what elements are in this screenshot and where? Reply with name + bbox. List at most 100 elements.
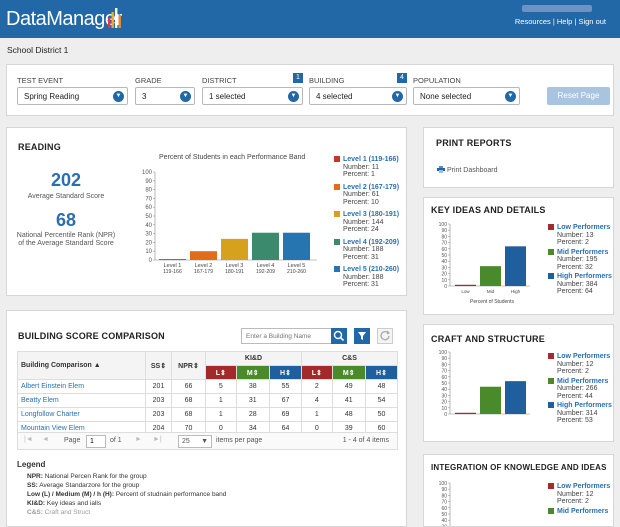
y-tick-label: 50 bbox=[441, 381, 447, 387]
legend-line: KI&D: Key ideas and ialls bbox=[27, 500, 102, 507]
page-size-select[interactable]: 25 ▼ bbox=[178, 435, 212, 448]
legend-swatch bbox=[334, 266, 340, 272]
column-header-npr[interactable]: NPR⇕ bbox=[171, 351, 206, 380]
building-search-input[interactable] bbox=[241, 328, 332, 344]
cs-low-cell: 1 bbox=[300, 407, 333, 422]
grade-select[interactable]: 3 ▼ bbox=[135, 87, 195, 105]
column-group-cs: C&S bbox=[300, 351, 399, 366]
building-select[interactable]: 4 selected ▼ bbox=[309, 87, 407, 105]
test-event-select[interactable]: Spring Reading ▼ bbox=[17, 87, 128, 105]
logo-bars-icon bbox=[108, 8, 121, 28]
page-size-label: items per page bbox=[216, 437, 263, 444]
help-link[interactable]: Help bbox=[556, 17, 573, 26]
building-link[interactable]: Beatty Elem bbox=[17, 393, 146, 408]
refresh-button[interactable] bbox=[377, 328, 393, 344]
y-tick-label: 0 bbox=[444, 284, 447, 290]
app-header: DataManager Resources | Help | Sign out bbox=[0, 0, 620, 38]
y-tick-label: 60 bbox=[145, 205, 152, 211]
legend-swatch bbox=[334, 156, 340, 162]
legend-line: Low (L) / Medium (M) / h (H): Percent of… bbox=[27, 491, 227, 498]
building-link[interactable]: Longfollow Charter bbox=[17, 407, 146, 422]
key-ideas-title: KEY IDEAS AND DETAILS bbox=[431, 205, 546, 215]
sort-icon: ⇕ bbox=[285, 369, 291, 377]
reset-page-button[interactable]: Reset Page bbox=[547, 87, 610, 105]
y-tick-label: 10 bbox=[441, 406, 447, 412]
legend-swatch bbox=[548, 377, 554, 384]
sort-icon: ⇕ bbox=[192, 362, 199, 370]
legend-percent: Percent: 2 bbox=[557, 368, 589, 375]
district-label: DISTRICT bbox=[202, 76, 237, 85]
legend-percent: Percent: 64 bbox=[557, 288, 593, 295]
legend-swatch bbox=[548, 483, 554, 489]
test-event-label: TEST EVENT bbox=[17, 76, 64, 85]
legend-entry: Level 1 (119-166) Number: 11 Percent: 1 bbox=[334, 156, 399, 179]
y-tick-label: 20 bbox=[441, 272, 447, 278]
y-tick-label: 40 bbox=[441, 259, 447, 265]
bar bbox=[190, 251, 217, 260]
search-button[interactable] bbox=[331, 328, 347, 344]
sort-icon: ⇕ bbox=[160, 362, 167, 370]
building-link[interactable]: Albert Einstein Elem bbox=[17, 379, 146, 394]
print-dashboard-link[interactable]: Print Dashboard bbox=[437, 166, 498, 174]
x-tick-label: Low bbox=[461, 289, 470, 294]
y-tick-label: 30 bbox=[441, 265, 447, 271]
district-count-badge: 1 bbox=[293, 73, 303, 83]
column-header-kid-high[interactable]: H⇕ bbox=[268, 365, 302, 380]
reading-title: READING bbox=[18, 142, 61, 152]
y-tick-label: 0 bbox=[149, 258, 153, 264]
x-tick-range-label: 180-191 bbox=[225, 269, 244, 275]
print-reports-panel: PRINT REPORTS Print Dashboard bbox=[423, 127, 614, 188]
column-header-cs-mid[interactable]: M⇕ bbox=[331, 365, 366, 380]
x-tick-range-label: 167-179 bbox=[194, 269, 213, 275]
prev-page-icon[interactable]: ◄ bbox=[42, 436, 49, 443]
legend-entry: Mid Performers Number: 266 Percent: 44 bbox=[548, 377, 608, 401]
bar bbox=[455, 412, 476, 414]
filter-button[interactable] bbox=[354, 328, 370, 344]
legend-entry: Mid Performers Number: 195 Percent: 32 bbox=[548, 248, 608, 272]
sign-out-link[interactable]: Sign out bbox=[578, 17, 606, 26]
legend-label: Low Performers bbox=[557, 483, 611, 490]
population-select[interactable]: None selected ▼ bbox=[413, 87, 520, 105]
legend-percent: Percent: 2 bbox=[557, 498, 589, 505]
legend-entry: High Performers Number: 384 Percent: 64 bbox=[548, 273, 612, 296]
legend-entry: Low Performers Number: 12 Percent: 2 bbox=[548, 353, 610, 376]
legend-swatch bbox=[548, 507, 554, 514]
next-page-icon[interactable]: ► bbox=[135, 436, 142, 443]
column-header-building[interactable]: Building Comparison ▲ bbox=[17, 351, 146, 380]
legend-number: Number: 195 bbox=[557, 256, 598, 263]
building-comparison-table: Building Comparison ▲ SS⇕ NPR⇕ KI&D C&S … bbox=[17, 351, 399, 436]
legend-number: Number: 12 bbox=[557, 360, 594, 368]
column-header-ss[interactable]: SS⇕ bbox=[145, 351, 172, 380]
legend-list: NPR: National Percen Rank for the group … bbox=[27, 472, 226, 517]
legend-label: High Performers bbox=[557, 402, 612, 409]
kid-mid-cell: 31 bbox=[235, 393, 270, 408]
top-links: Resources | Help | Sign out bbox=[514, 17, 606, 26]
legend-swatch bbox=[334, 238, 340, 245]
legend-entry: Low Performers Number: 13 Percent: 2 bbox=[548, 224, 610, 247]
column-header-kid-mid[interactable]: M⇕ bbox=[235, 365, 270, 380]
reading-panel: READING 202 Average Standard Score 68 Na… bbox=[6, 127, 407, 296]
chevron-down-icon: ▼ bbox=[505, 91, 516, 102]
cs-mid-cell: 48 bbox=[331, 407, 366, 422]
table-row: Beatty Elem 203 68 1 31 67 4 41 54 bbox=[17, 393, 399, 408]
page-input[interactable] bbox=[86, 435, 106, 448]
band-chart-title: Percent of Students in each Performance … bbox=[159, 154, 306, 161]
column-header-cs-low[interactable]: L⇕ bbox=[300, 365, 333, 380]
legend-label: Level 5 (210-260) bbox=[343, 266, 400, 273]
page-label: Page bbox=[64, 437, 81, 444]
population-label: POPULATION bbox=[413, 76, 461, 85]
district-select[interactable]: 1 selected ▼ bbox=[202, 87, 303, 105]
last-page-icon[interactable]: ►| bbox=[153, 436, 162, 443]
y-tick-label: 60 bbox=[441, 506, 447, 512]
y-tick-label: 10 bbox=[441, 278, 447, 284]
column-header-kid-low[interactable]: L⇕ bbox=[205, 365, 237, 380]
building-comparison-title: BUILDING SCORE COMPARISON bbox=[18, 331, 165, 341]
column-header-cs-high[interactable]: H⇕ bbox=[364, 365, 399, 380]
resources-link[interactable]: Resources bbox=[514, 17, 551, 26]
y-tick-label: 10 bbox=[145, 249, 152, 255]
legend-swatch bbox=[548, 273, 554, 279]
y-tick-label: 80 bbox=[441, 493, 447, 499]
first-page-icon[interactable]: |◄ bbox=[24, 436, 33, 443]
